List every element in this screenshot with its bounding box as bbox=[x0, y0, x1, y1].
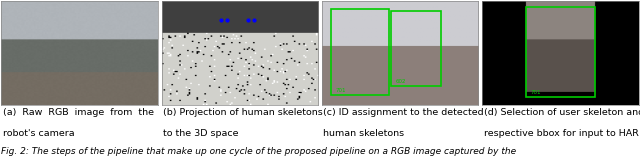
Text: human skeletons: human skeletons bbox=[323, 129, 404, 138]
Bar bbox=[391, 11, 441, 86]
Text: 701: 701 bbox=[336, 88, 346, 93]
Text: to the 3D space: to the 3D space bbox=[163, 129, 238, 138]
Text: robot's camera: robot's camera bbox=[3, 129, 74, 138]
Text: respective bbox for input to HAR: respective bbox for input to HAR bbox=[484, 129, 638, 138]
Text: Fig. 2: The steps of the pipeline that make up one cycle of the proposed pipelin: Fig. 2: The steps of the pipeline that m… bbox=[1, 147, 516, 156]
Text: 602: 602 bbox=[396, 79, 406, 84]
Text: 701: 701 bbox=[531, 90, 541, 95]
Text: (a)  Raw  RGB  image  from  the: (a) Raw RGB image from the bbox=[3, 108, 154, 117]
Bar bbox=[526, 7, 595, 97]
Text: (c) ID assignment to the detected: (c) ID assignment to the detected bbox=[323, 108, 484, 117]
Text: (d) Selection of user skeleton and: (d) Selection of user skeleton and bbox=[484, 108, 640, 117]
Text: (b) Projection of human skeletons: (b) Projection of human skeletons bbox=[163, 108, 323, 117]
Bar bbox=[332, 9, 389, 95]
